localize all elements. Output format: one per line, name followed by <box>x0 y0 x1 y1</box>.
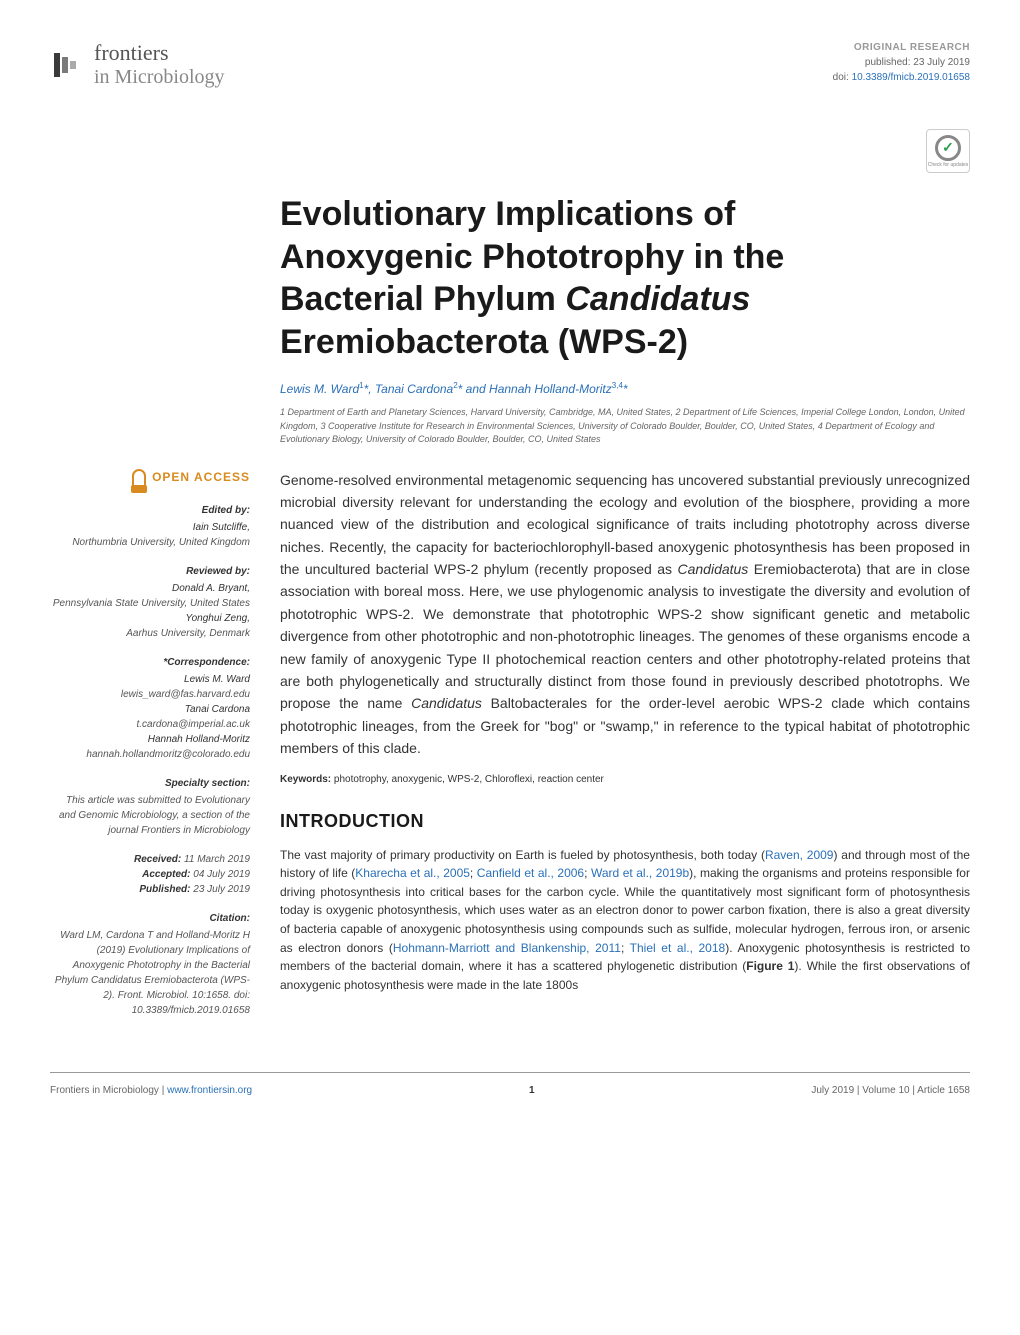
corr1-name: Lewis M. Ward <box>50 672 250 687</box>
keywords-text: phototrophy, anoxygenic, WPS-2, Chlorofl… <box>334 774 604 785</box>
content-row: OPEN ACCESS Edited by: Iain Sutcliffe, N… <box>50 469 970 1032</box>
crossmark-label: Check for updates <box>928 163 969 168</box>
ref-raven[interactable]: Raven, 2009 <box>765 848 834 862</box>
frontiers-logo-icon <box>50 47 86 83</box>
keywords-line: Keywords: phototrophy, anoxygenic, WPS-2… <box>280 774 970 785</box>
citation-text: Ward LM, Cardona T and Holland-Moritz H … <box>50 928 250 1018</box>
doi-label: doi: <box>833 72 849 83</box>
page-footer: Frontiers in Microbiology | www.frontier… <box>50 1072 970 1096</box>
reviewer1-name: Donald A. Bryant, <box>50 581 250 596</box>
corr3-name: Hannah Holland-Moritz <box>50 732 250 747</box>
received-line: Received: 11 March 2019 <box>50 852 250 867</box>
introduction-heading: INTRODUCTION <box>280 811 970 832</box>
page-number: 1 <box>529 1085 535 1096</box>
accepted-label: Accepted: <box>142 869 190 880</box>
corr2-name: Tanai Cardona <box>50 702 250 717</box>
reviewed-by-block: Reviewed by: Donald A. Bryant, Pennsylva… <box>50 564 250 641</box>
introduction-body: The vast majority of primary productivit… <box>280 846 970 995</box>
published-label: Published: <box>139 884 190 895</box>
ref-thiel[interactable]: Thiel et al., 2018 <box>630 941 726 955</box>
received-date: 11 March 2019 <box>184 854 250 865</box>
published-line: Published: 23 July 2019 <box>50 882 250 897</box>
open-access-badge: OPEN ACCESS <box>50 469 250 487</box>
dates-block: Received: 11 March 2019 Accepted: 04 Jul… <box>50 852 250 897</box>
page-container: frontiers in Microbiology ORIGINAL RESEA… <box>0 0 1020 1126</box>
specialty-text: This article was submitted to Evolutiona… <box>50 793 250 838</box>
accepted-line: Accepted: 04 July 2019 <box>50 867 250 882</box>
corr2-email: t.cardona@imperial.ac.uk <box>50 717 250 732</box>
journal-logo: frontiers in Microbiology <box>50 40 225 89</box>
ref-hohmann[interactable]: Hohmann-Marriott and Blankenship, 2011 <box>393 941 621 955</box>
reviewer2-name: Yonghui Zeng, <box>50 611 250 626</box>
main-column: Genome-resolved environmental metagenomi… <box>280 469 970 1032</box>
specialty-block: Specialty section: This article was subm… <box>50 776 250 838</box>
correspondence-block: *Correspondence: Lewis M. Ward lewis_war… <box>50 655 250 762</box>
received-label: Received: <box>134 854 181 865</box>
doi-link[interactable]: 10.3389/fmicb.2019.01658 <box>852 72 970 83</box>
published-date: 23 July 2019 <box>913 57 970 68</box>
footer-url-link[interactable]: www.frontiersin.org <box>167 1085 252 1096</box>
keywords-label: Keywords: <box>280 774 331 785</box>
ref-kharecha[interactable]: Kharecha et al., 2005 <box>355 866 470 880</box>
title-line-1: Evolutionary Implications of <box>280 195 735 233</box>
footer-journal: Frontiers in Microbiology <box>50 1085 159 1096</box>
citation-label: Citation: <box>50 911 250 926</box>
citation-block: Citation: Ward LM, Cardona T and Holland… <box>50 911 250 1018</box>
reviewed-by-label: Reviewed by: <box>50 564 250 579</box>
corr1-email: lewis_ward@fas.harvard.edu <box>50 687 250 702</box>
journal-logo-text: frontiers in Microbiology <box>94 40 225 89</box>
published-label: published: <box>865 57 911 68</box>
correspondence-label: *Correspondence: <box>50 655 250 670</box>
footer-left: Frontiers in Microbiology | www.frontier… <box>50 1085 252 1096</box>
footer-right: July 2019 | Volume 10 | Article 1658 <box>811 1085 970 1096</box>
crossmark-check-icon: ✓ <box>935 135 961 161</box>
logo-journal-text: in Microbiology <box>94 66 225 89</box>
edited-by-block: Edited by: Iain Sutcliffe, Northumbria U… <box>50 503 250 550</box>
logo-frontiers-text: frontiers <box>94 40 225 66</box>
title-line-2: Anoxygenic Phototrophy in the <box>280 238 784 276</box>
accepted-date: 04 July 2019 <box>193 869 250 880</box>
open-access-lock-icon <box>132 469 146 487</box>
reviewer2-affil: Aarhus University, Denmark <box>50 626 250 641</box>
article-type: ORIGINAL RESEARCH <box>833 40 970 55</box>
sidebar: OPEN ACCESS Edited by: Iain Sutcliffe, N… <box>50 469 250 1032</box>
ref-ward[interactable]: Ward et al., 2019b <box>591 866 689 880</box>
title-line-3-italic: Candidatus <box>565 280 750 318</box>
edited-by-label: Edited by: <box>50 503 250 518</box>
crossmark-container: ✓ Check for updates <box>50 129 970 173</box>
editor-name: Iain Sutcliffe, <box>50 520 250 535</box>
affiliations: 1 Department of Earth and Planetary Scie… <box>280 406 970 447</box>
doi-line: doi: 10.3389/fmicb.2019.01658 <box>833 70 970 85</box>
title-line-3: Bacterial Phylum <box>280 280 565 318</box>
published-date-sidebar: 23 July 2019 <box>193 884 250 895</box>
editor-affil: Northumbria University, United Kingdom <box>50 535 250 550</box>
corr3-email: hannah.hollandmoritz@colorado.edu <box>50 747 250 762</box>
ref-canfield[interactable]: Canfield et al., 2006 <box>477 866 584 880</box>
author-list: Lewis M. Ward1*, Tanai Cardona2* and Han… <box>280 381 970 396</box>
title-line-4: Eremiobacterota (WPS-2) <box>280 323 688 361</box>
reviewer1-affil: Pennsylvania State University, United St… <box>50 596 250 611</box>
header-metadata: ORIGINAL RESEARCH published: 23 July 201… <box>833 40 970 85</box>
abstract-text: Genome-resolved environmental metagenomi… <box>280 469 970 760</box>
published-line: published: 23 July 2019 <box>833 55 970 70</box>
article-title: Evolutionary Implications of Anoxygenic … <box>280 193 970 363</box>
open-access-label: OPEN ACCESS <box>152 470 250 484</box>
page-header: frontiers in Microbiology ORIGINAL RESEA… <box>50 40 970 89</box>
specialty-label: Specialty section: <box>50 776 250 791</box>
crossmark-badge[interactable]: ✓ Check for updates <box>926 129 970 173</box>
footer-sep: | <box>159 1085 167 1096</box>
